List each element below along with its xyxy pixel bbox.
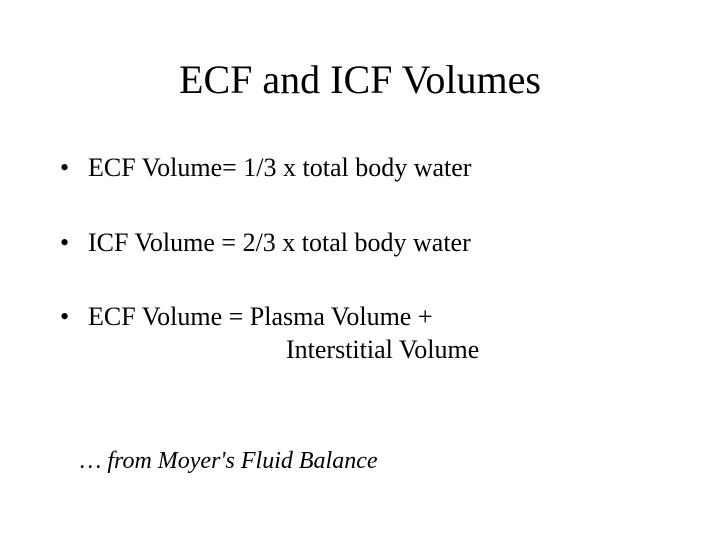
bullet-continuation: Interstitial Volume — [88, 334, 660, 367]
bullet-text: ICF Volume = 2/3 x total body water — [88, 227, 660, 260]
bullet-text: ECF Volume = Plasma Volume + — [88, 301, 660, 334]
bullet-item: • ECF Volume= 1/3 x total body water — [60, 152, 660, 185]
bullet-dot-icon: • — [60, 152, 88, 185]
bullet-list: • ECF Volume= 1/3 x total body water • I… — [60, 152, 660, 366]
bullet-item: • ICF Volume = 2/3 x total body water — [60, 227, 660, 260]
slide-title: ECF and ICF Volumes — [0, 56, 720, 103]
bullet-dot-icon: • — [60, 301, 88, 334]
slide: ECF and ICF Volumes • ECF Volume= 1/3 x … — [0, 0, 720, 540]
credit-line: … from Moyer's Fluid Balance — [80, 448, 378, 475]
bullet-dot-icon: • — [60, 227, 88, 260]
bullet-text: ECF Volume= 1/3 x total body water — [88, 152, 660, 185]
bullet-item: • ECF Volume = Plasma Volume + — [60, 301, 660, 334]
